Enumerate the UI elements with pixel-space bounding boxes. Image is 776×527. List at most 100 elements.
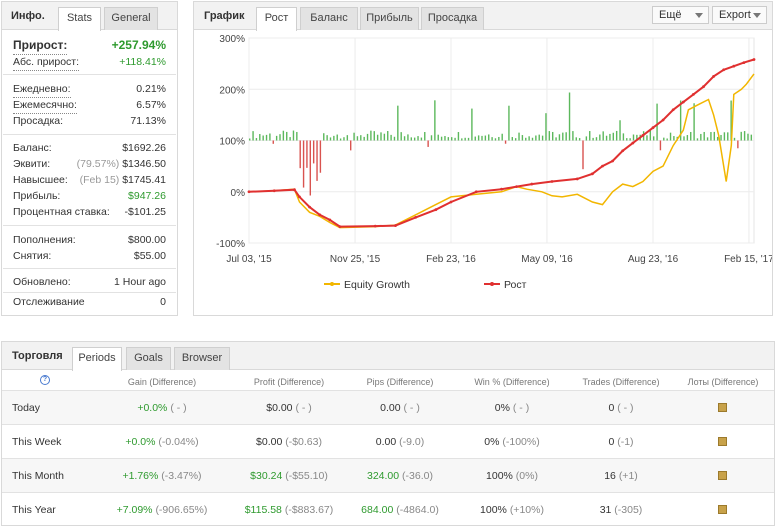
activity-bar [494,138,497,141]
deposits-row: Пополнения: $800.00 [13,232,166,248]
profit-difference: ( - ) [295,402,312,414]
lots-icon[interactable] [718,437,727,446]
activity-bar [632,134,635,141]
profit-difference: (-$0.63) [285,436,322,448]
data-point [641,133,645,137]
drawdown-label: Просадка: [13,115,64,127]
more-dropdown[interactable]: Ещё [652,6,709,24]
activity-bar [376,134,379,141]
activity-bar [555,137,557,141]
lots-icon[interactable] [718,471,727,480]
trades-header: Торговля Periods Goals Browser [2,342,774,371]
info-panel: Инфо. Stats General Прирост: +257.94% Аб… [1,1,178,316]
activity-bar [444,136,446,141]
activity-bar [363,136,365,141]
activity-bar [626,138,628,141]
tab-browser[interactable]: Browser [174,347,230,370]
equity-value: $1346.50 [122,158,166,170]
cell-gain: +1.76% (-3.47%) [102,470,222,482]
activity-bar [592,137,594,141]
tab-goals[interactable]: Goals [126,347,171,370]
data-point [247,190,251,194]
activity-bar [595,137,598,141]
growth-row: Прирост: +257.94% [13,36,166,55]
interest-row: Процентная ставка: -$101.25 [13,204,166,220]
deposits-label: Пополнения: [13,234,76,246]
legend-marker [490,282,494,286]
activity-bar [249,138,251,141]
activity-bar [548,131,551,141]
trades-difference: (+1) [618,470,638,482]
activity-bar [612,132,614,141]
table-row: This Month +1.76% (-3.47%) $30.24 (-$55.10… [2,458,774,492]
activity-bar [723,132,726,141]
activity-bar [252,131,254,141]
tab-profit[interactable]: Прибыль [360,7,419,30]
win-difference: (0%) [515,470,538,482]
data-point [651,126,655,130]
activity-bar [312,140,315,164]
cell-pips: 0.00 ( - ) [340,402,460,414]
trades-difference: (-1) [617,436,634,448]
header-profit: Profit (Difference) [253,377,325,387]
trades-value: 0 [608,436,615,448]
tab-balance[interactable]: Баланс [300,7,358,30]
data-point [500,187,503,191]
tab-drawdown[interactable]: Просадка [421,7,484,30]
activity-bar [319,140,322,173]
tab-periods[interactable]: Periods [72,347,122,371]
activity-bar [471,108,473,141]
tab-stats[interactable]: Stats [58,7,101,31]
data-point [611,159,614,163]
activity-bar [666,138,668,141]
data-point [550,180,554,183]
activity-bar [400,132,402,141]
tab-general[interactable]: General [104,7,158,30]
x-tick-label: Aug 23, '16 [628,254,679,265]
activity-bar [605,135,608,141]
activity-bar [629,138,631,141]
activity-bar [737,140,739,149]
equity-row: Эквити: (79.57%) $1346.50 [13,156,166,172]
activity-bar [727,132,729,141]
activity-bar [424,132,426,141]
activity-bar [417,136,419,141]
activity-bar [353,132,355,141]
activity-bar [545,113,547,141]
profit-difference: (-$883.67) [284,504,334,516]
cell-profit: $0.00 (-$0.63) [229,436,349,448]
gain-value: +0.0% [137,402,168,414]
profit-value: $30.24 [250,470,283,482]
activity-bar [383,133,386,141]
legend-marker [330,282,334,286]
export-dropdown[interactable]: Export [712,6,767,24]
x-tick-label: Feb 23, '16 [426,254,476,265]
tab-growth[interactable]: Рост [256,7,297,31]
activity-bar [622,133,625,141]
activity-bar [269,133,271,141]
period-label: This Month [12,470,64,482]
data-point [621,149,625,153]
activity-bar [454,137,456,141]
divider [3,292,176,293]
activity-bar [461,138,463,141]
activity-bar [538,134,540,141]
info-icon[interactable]: ? [40,375,50,385]
export-label: Export [719,9,751,21]
highest-row: Навысшее: (Feb 15) $1745.41 [13,172,166,188]
y-tick-label: 300% [219,34,245,45]
daily-label: Ежедневно: [13,81,71,98]
win-difference: ( - ) [512,402,530,414]
trades-value: 31 [599,504,612,516]
lots-icon[interactable] [718,505,727,514]
profit-label: Прибыль: [13,190,61,202]
data-point [631,141,635,145]
lots-icon[interactable] [718,403,727,412]
activity-bar [272,140,274,144]
trades-difference: ( - ) [617,402,634,414]
activity-bar [346,135,349,141]
activity-bar [619,120,621,141]
cell-profit: $30.24 (-$55.10) [229,470,349,482]
data-point [414,215,418,219]
pips-difference: (-36.0) [402,470,433,482]
